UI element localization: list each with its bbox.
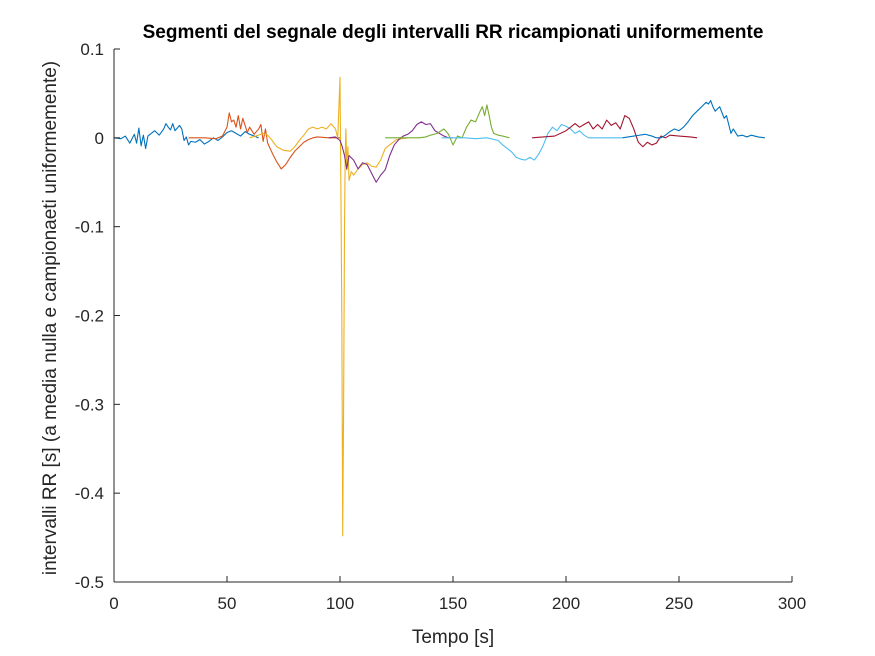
x-tick-label: 250 <box>665 594 693 613</box>
plot-area <box>114 49 792 582</box>
series-line-1 <box>113 123 259 150</box>
y-tick-label: -0.2 <box>75 307 104 326</box>
series-line-4 <box>328 121 453 183</box>
y-tick-label: -0.1 <box>75 218 104 237</box>
y-tick-label: -0.4 <box>75 484 104 503</box>
series-line-5 <box>385 104 510 146</box>
series-line-6 <box>441 123 623 161</box>
x-ticks: 0 50 100 150 200 250 300 <box>109 576 806 613</box>
x-tick-label: 50 <box>218 594 237 613</box>
x-axis-label: Tempo [s] <box>412 627 494 648</box>
y-tick-label: -0.3 <box>75 395 104 414</box>
x-tick-label: 300 <box>778 594 806 613</box>
series-layer <box>113 76 765 537</box>
y-tick-label: 0 <box>95 129 104 148</box>
y-tick-label: 0.1 <box>80 40 104 59</box>
x-tick-label: 150 <box>439 594 467 613</box>
series-line-8 <box>622 99 765 139</box>
x-tick-label: 0 <box>109 594 118 613</box>
series-line-2 <box>188 112 340 170</box>
x-tick-label: 100 <box>326 594 354 613</box>
y-tick-label: -0.5 <box>75 573 104 592</box>
chart-title: Segmenti del segnale degli intervalli RR… <box>143 22 764 43</box>
y-ticks: -0.5 -0.4 -0.3 -0.2 -0.1 0 0.1 <box>75 40 120 592</box>
x-tick-label: 200 <box>552 594 580 613</box>
y-axis-label: intervalli RR [s] (a media nulla e campi… <box>40 61 61 575</box>
